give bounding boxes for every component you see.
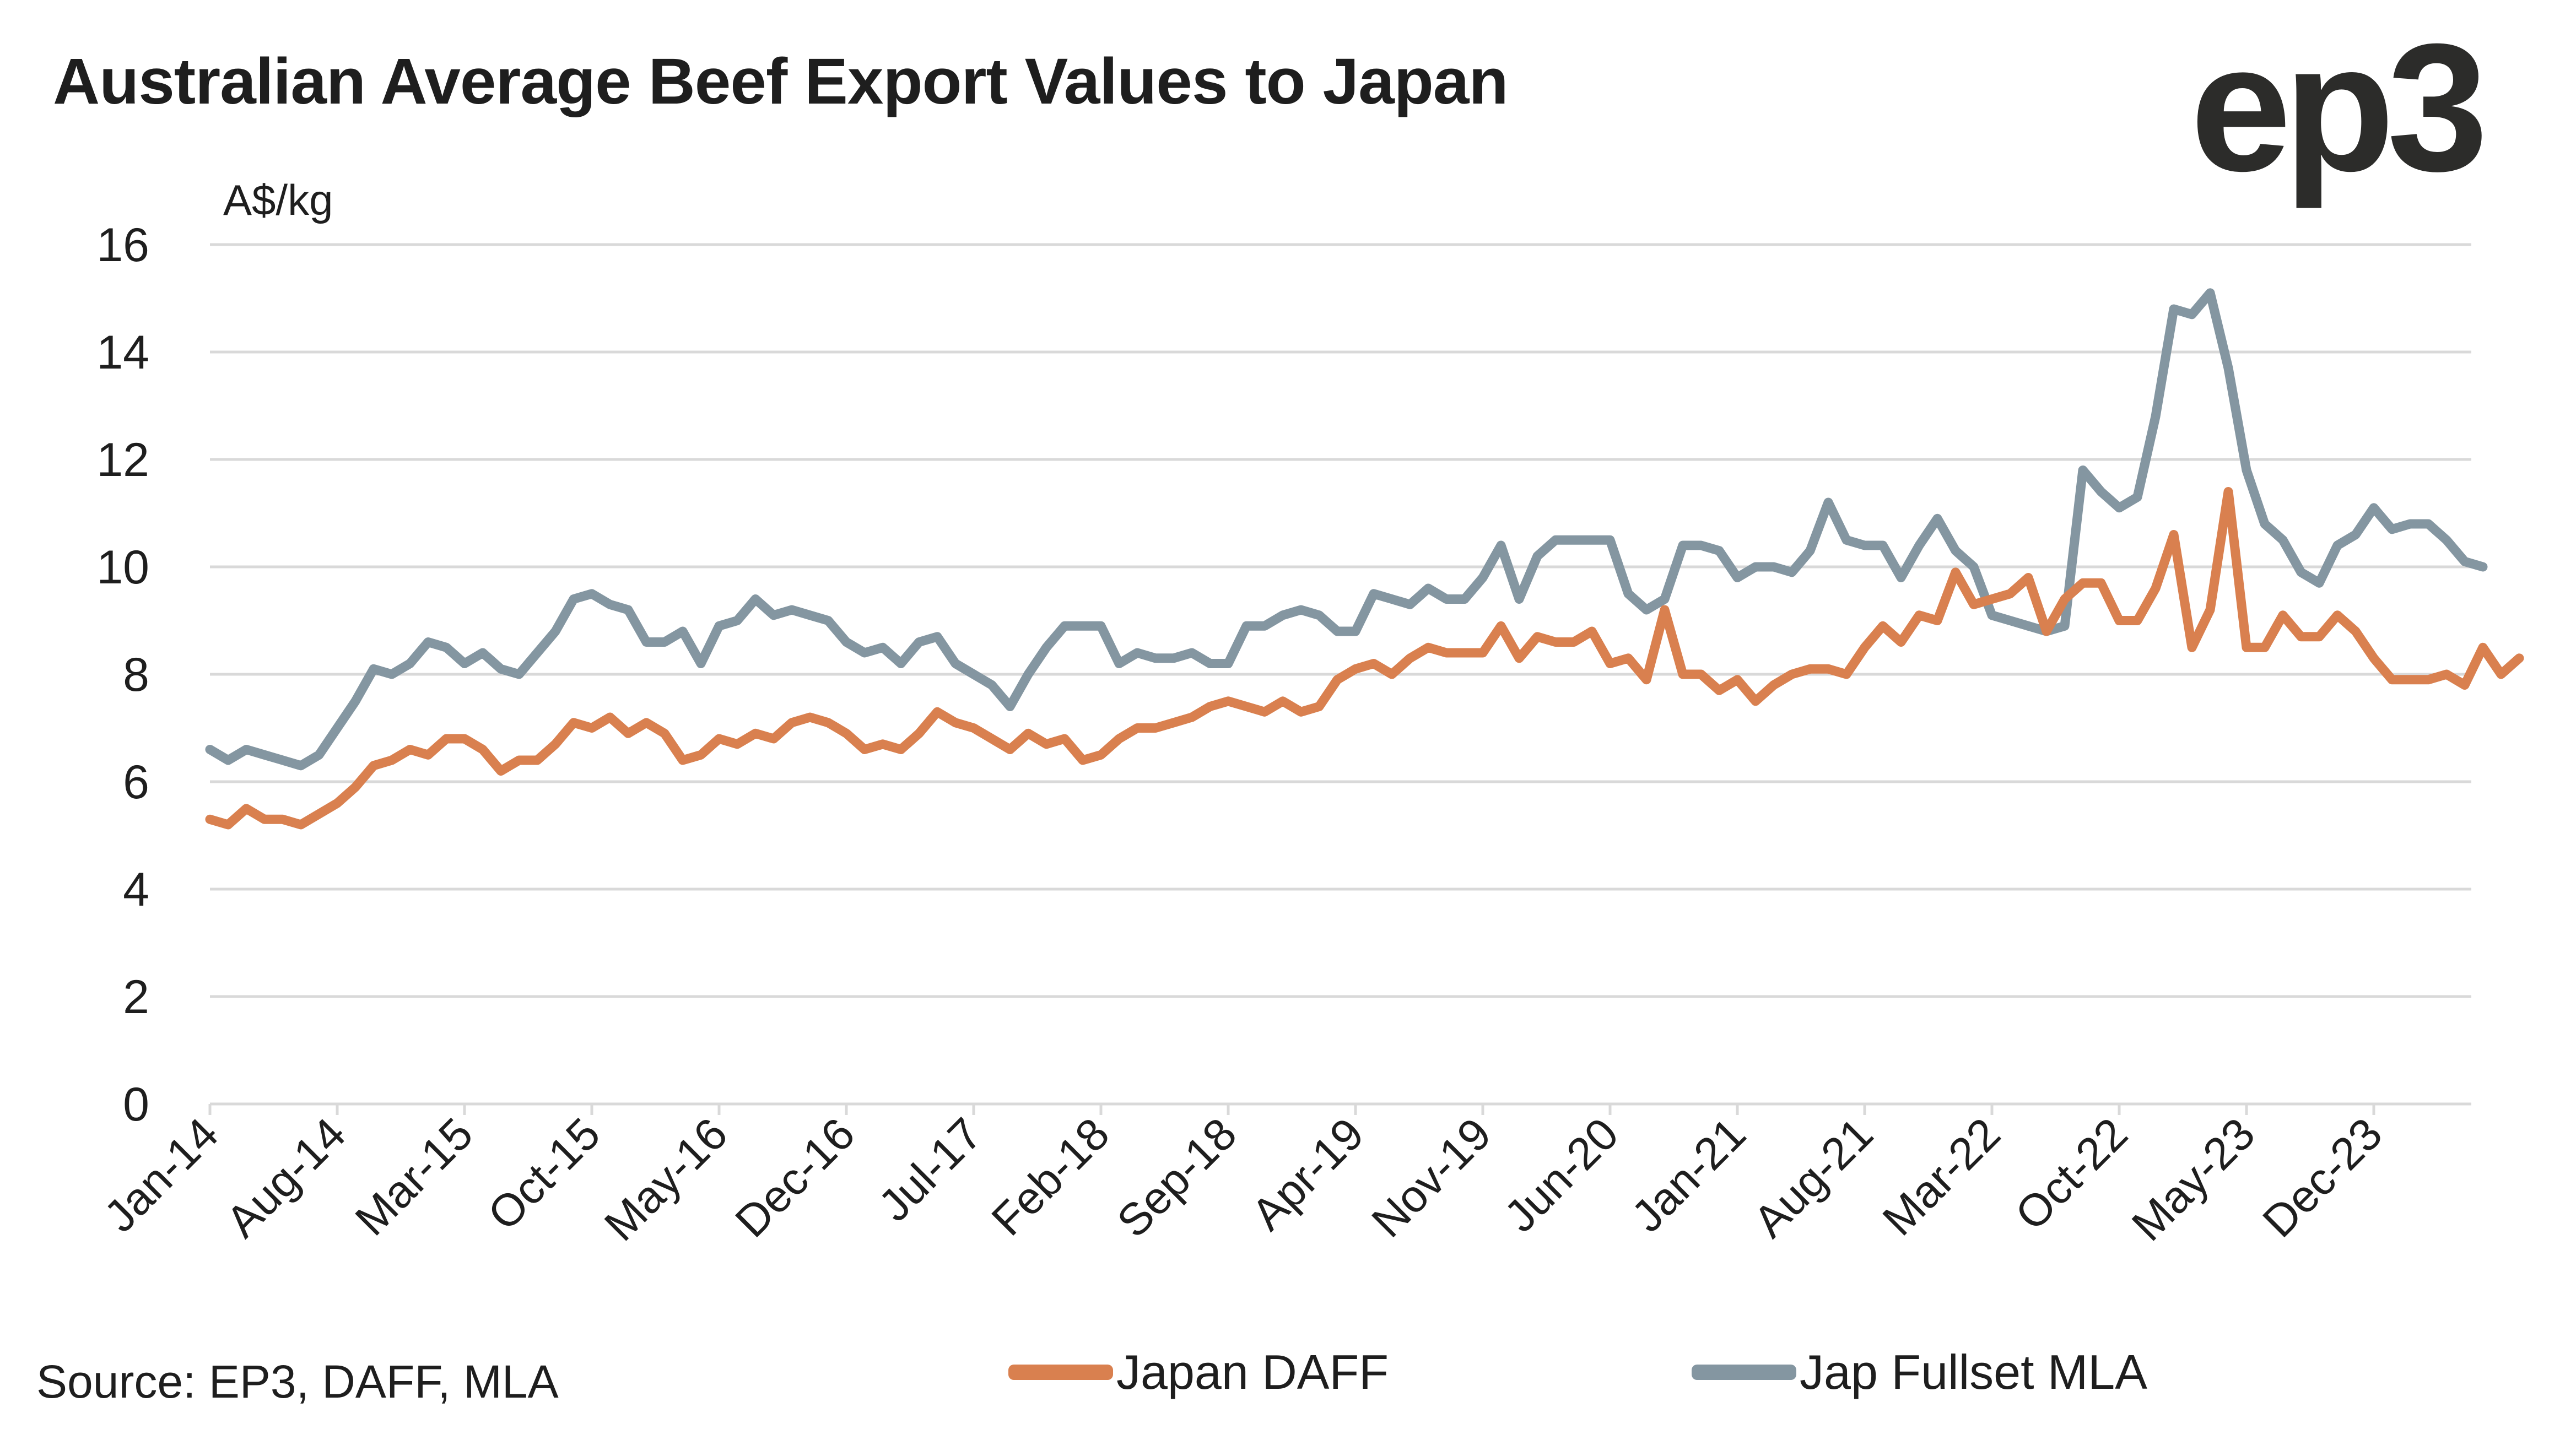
x-tick-label: Jun-20 bbox=[1495, 1108, 1628, 1242]
legend-swatch-jap-fullset-mla bbox=[1692, 1365, 1796, 1380]
y-axis-ticks: 0 2 4 6 8 10 12 14 16 bbox=[96, 219, 149, 1131]
legend-label: Jap Fullset MLA bbox=[1800, 1345, 2147, 1399]
y-tick-label: 6 bbox=[123, 756, 149, 809]
x-tick-label: May-16 bbox=[595, 1108, 737, 1251]
series-lines bbox=[205, 288, 2524, 830]
y-tick-label: 12 bbox=[96, 434, 149, 486]
source-note: Source: EP3, DAFF, MLA bbox=[36, 1356, 559, 1408]
y-tick-label: 2 bbox=[123, 971, 149, 1024]
x-tick-label: Jan-21 bbox=[1622, 1108, 1756, 1242]
y-tick-label: 14 bbox=[96, 326, 149, 379]
x-tick-label: Aug-14 bbox=[217, 1108, 355, 1247]
y-tick-label: 8 bbox=[123, 648, 149, 701]
legend-item-japan-daff: Japan DAFF bbox=[1008, 1344, 1389, 1400]
x-tick-label: Apr-19 bbox=[1242, 1108, 1373, 1239]
series-line-jap-fullset-mla bbox=[205, 288, 2488, 771]
y-axis-label: A$/kg bbox=[223, 176, 333, 224]
x-tick-label: Nov-19 bbox=[1362, 1108, 1500, 1247]
legend-swatch-japan-daff bbox=[1008, 1365, 1113, 1380]
x-tick-label: Mar-22 bbox=[1873, 1108, 2010, 1245]
x-tick-label: Feb-18 bbox=[982, 1108, 1119, 1245]
x-tick-label: Jan-14 bbox=[95, 1108, 228, 1242]
x-tick-label: May-23 bbox=[2123, 1108, 2265, 1251]
x-tick-label: Oct-22 bbox=[2006, 1108, 2137, 1239]
x-tick-label: Dec-16 bbox=[726, 1108, 864, 1247]
y-tick-label: 4 bbox=[123, 863, 149, 916]
y-tick-label: 0 bbox=[123, 1078, 149, 1131]
y-tick-label: 10 bbox=[96, 541, 149, 594]
legend-item-jap-fullset-mla: Jap Fullset MLA bbox=[1692, 1344, 2147, 1400]
x-tick-label: Sep-18 bbox=[1108, 1108, 1246, 1247]
ep3-logo: ep3 bbox=[2190, 6, 2488, 209]
legend-label: Japan DAFF bbox=[1116, 1345, 1389, 1399]
x-tick-label: Aug-21 bbox=[1744, 1108, 1882, 1247]
x-tick-label: Jul-17 bbox=[869, 1108, 991, 1231]
y-tick-label: 16 bbox=[96, 219, 149, 272]
x-tick-label: Mar-15 bbox=[346, 1108, 483, 1245]
series-line-japan-daff bbox=[205, 487, 2524, 830]
chart-title: Australian Average Beef Export Values to… bbox=[53, 45, 1509, 118]
x-tick-label: Dec-23 bbox=[2253, 1108, 2391, 1247]
x-tick-label: Oct-15 bbox=[478, 1108, 609, 1239]
